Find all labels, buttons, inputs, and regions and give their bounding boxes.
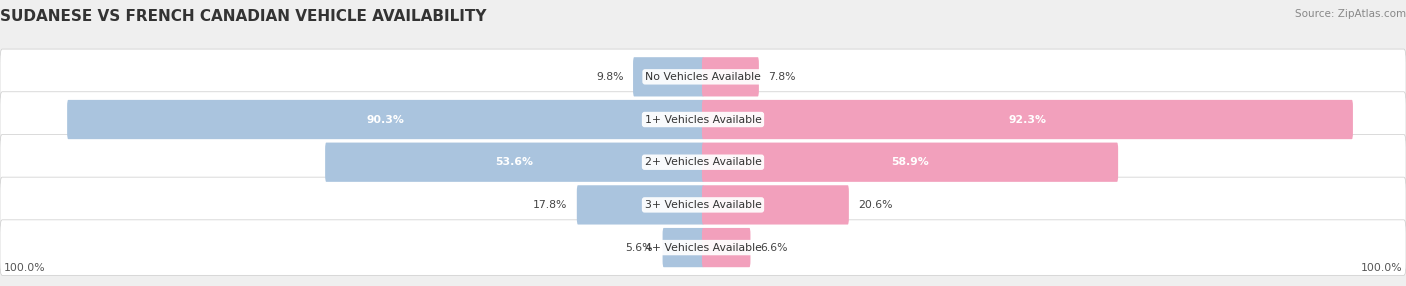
Text: SUDANESE VS FRENCH CANADIAN VEHICLE AVAILABILITY: SUDANESE VS FRENCH CANADIAN VEHICLE AVAI… [0, 9, 486, 23]
FancyBboxPatch shape [325, 143, 704, 182]
FancyBboxPatch shape [702, 143, 1118, 182]
FancyBboxPatch shape [702, 185, 849, 225]
Text: 92.3%: 92.3% [1008, 114, 1046, 124]
Text: 90.3%: 90.3% [367, 114, 405, 124]
FancyBboxPatch shape [702, 100, 1353, 139]
Text: 6.6%: 6.6% [759, 243, 787, 253]
FancyBboxPatch shape [702, 57, 759, 96]
Text: 1+ Vehicles Available: 1+ Vehicles Available [644, 114, 762, 124]
FancyBboxPatch shape [576, 185, 704, 225]
FancyBboxPatch shape [0, 134, 1406, 190]
FancyBboxPatch shape [67, 100, 704, 139]
Text: 4+ Vehicles Available: 4+ Vehicles Available [644, 243, 762, 253]
FancyBboxPatch shape [0, 220, 1406, 275]
FancyBboxPatch shape [0, 177, 1406, 233]
Text: 5.6%: 5.6% [626, 243, 652, 253]
Text: 7.8%: 7.8% [768, 72, 796, 82]
Text: 100.0%: 100.0% [3, 263, 45, 273]
FancyBboxPatch shape [662, 228, 704, 267]
Text: 58.9%: 58.9% [891, 157, 929, 167]
FancyBboxPatch shape [702, 228, 751, 267]
FancyBboxPatch shape [633, 57, 704, 96]
Text: Source: ZipAtlas.com: Source: ZipAtlas.com [1295, 9, 1406, 19]
Text: No Vehicles Available: No Vehicles Available [645, 72, 761, 82]
FancyBboxPatch shape [0, 92, 1406, 147]
Text: 2+ Vehicles Available: 2+ Vehicles Available [644, 157, 762, 167]
Text: 3+ Vehicles Available: 3+ Vehicles Available [644, 200, 762, 210]
FancyBboxPatch shape [0, 49, 1406, 105]
Text: 53.6%: 53.6% [495, 157, 534, 167]
Text: 100.0%: 100.0% [1361, 263, 1403, 273]
Text: 20.6%: 20.6% [858, 200, 893, 210]
Text: 9.8%: 9.8% [596, 72, 624, 82]
Text: 17.8%: 17.8% [533, 200, 568, 210]
